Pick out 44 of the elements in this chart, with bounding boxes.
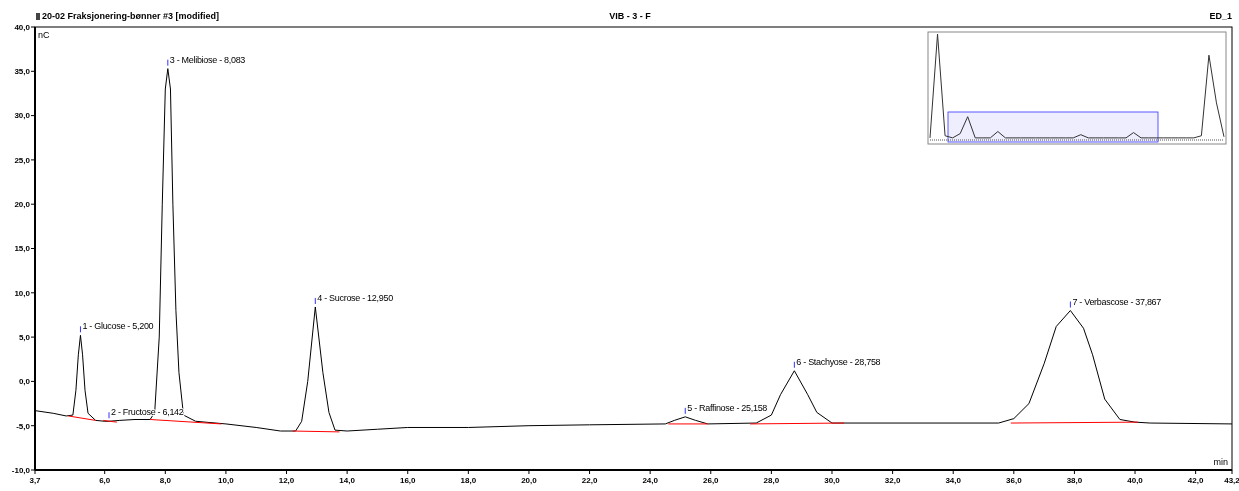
annotation: 5 - Raffinose - 25,158 — [687, 402, 768, 413]
x-tick-label: 16,0 — [399, 476, 417, 485]
x-tick-label: 12,0 — [278, 476, 295, 485]
y-tick-label: -10,0 — [11, 465, 31, 475]
y-tick-label: 30,0 — [14, 111, 31, 121]
x-tick-label: 20,0 — [521, 476, 538, 485]
x-tick-label: 32,0 — [884, 476, 901, 485]
y-tick-label: 0,0 — [18, 377, 31, 387]
x-tick-label: 14,0 — [339, 476, 356, 485]
x-tick-label: 40,0 — [1127, 476, 1144, 485]
x-tick-label: 3,7 — [29, 476, 42, 485]
chart-subtitle: VIB - 3 - F — [609, 11, 652, 21]
x-tick-label: 28,0 — [763, 476, 780, 485]
y-tick-label: 40,0 — [14, 22, 31, 32]
annotation: 7 - Verbascose - 37,867 — [1072, 296, 1162, 307]
x-tick-label: 42,0 — [1187, 476, 1204, 485]
y-tick-label: 5,0 — [18, 332, 31, 342]
annotation: 3 - Melibiose - 8,083 — [169, 54, 246, 65]
x-tick-label: 24,0 — [642, 476, 659, 485]
y-tick-label: 15,0 — [14, 244, 31, 254]
annotation: 2 - Fructose - 6,142 — [111, 407, 184, 418]
y-tick-label: 35,0 — [14, 67, 31, 77]
chart-title: 20-02 Fraksjonering-bønner #3 [modified] — [42, 11, 220, 21]
annotation: 6 - Stachyose - 28,758 — [796, 356, 881, 367]
y-tick-label: 20,0 — [14, 200, 31, 209]
annotation: 4 - Sucrose - 12,950 — [317, 292, 394, 303]
x-tick-label: 43,2 — [1224, 476, 1239, 485]
x-tick-label: 8,0 — [159, 476, 172, 485]
y-axis-title: nC — [38, 30, 51, 40]
x-tick-label: 26,0 — [702, 476, 720, 485]
y-tick-label: 10,0 — [14, 288, 31, 298]
y-tick-label: -5,0 — [16, 421, 31, 431]
annotation: 1 - Glucose - 5,200 — [82, 321, 154, 332]
x-tick-label: 38,0 — [1066, 476, 1083, 485]
text: ED_1 — [1209, 11, 1232, 21]
x-tick-label: 10,0 — [218, 476, 235, 485]
x-tick-label: 18,0 — [460, 476, 477, 485]
y-tick-label: 25,0 — [14, 155, 31, 165]
x-tick-label: 34,0 — [945, 476, 962, 485]
x-tick-label: 36,0 — [1006, 476, 1023, 485]
x-tick-label: 6,0 — [99, 476, 111, 485]
x-tick-label: 30,0 — [824, 476, 841, 485]
x-axis-title: min — [1213, 457, 1228, 467]
x-tick-label: 22,0 — [581, 476, 598, 485]
